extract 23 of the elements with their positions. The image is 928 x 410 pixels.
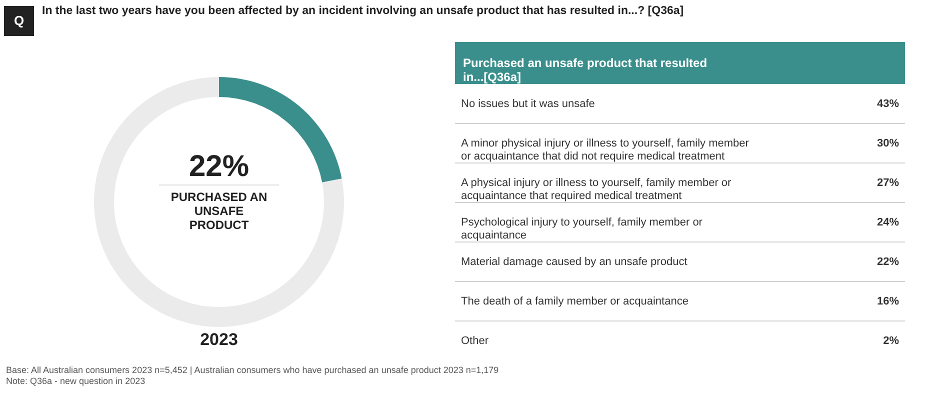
text: Purchased an unsafe product that resulted in...[Q36a] xyxy=(463,56,708,84)
category-label: A minor physical injury or illness to yourself, family member or acquaintance that did not require medical treatment xyxy=(461,137,750,162)
text: Base: All Australian consumers 2023 n=5,452 | Australian consumers who have purchased an unsafe product 2023 n=1,179 xyxy=(6,365,499,375)
slice-label: PURCHASED AN UNSAFE PRODUCT xyxy=(170,190,268,232)
category-label: Psychological injury to yourself, family member or acquaintance xyxy=(461,216,703,242)
chart-title: In the last two years have you been affected by an incident involving an unsafe product that has resulted in...? [Q36a] xyxy=(42,5,684,17)
text: Note: Q36a - new question in 2023 xyxy=(6,376,146,386)
data-label: 30% xyxy=(876,137,900,150)
data-label: 22% xyxy=(188,150,250,183)
text: 2023 xyxy=(200,330,238,349)
data-label: 2% xyxy=(883,334,900,347)
data-label: 24% xyxy=(876,216,900,228)
data-label: 27% xyxy=(876,176,900,189)
category-label: A physical injury or illness to yourself, family member or acquaintance that required medical treatment xyxy=(461,176,732,202)
text: Q xyxy=(14,13,24,28)
category-label: The death of a family member or acquaintance xyxy=(461,295,688,308)
data-label: 43% xyxy=(876,98,900,110)
donut-slice xyxy=(94,77,344,327)
category-label: Material damage caused by an unsafe product xyxy=(461,256,688,268)
category-label: No issues but it was unsafe xyxy=(461,98,595,110)
data-label: 22% xyxy=(876,256,900,268)
category-label: Other xyxy=(461,334,489,347)
data-label: 16% xyxy=(876,295,900,308)
